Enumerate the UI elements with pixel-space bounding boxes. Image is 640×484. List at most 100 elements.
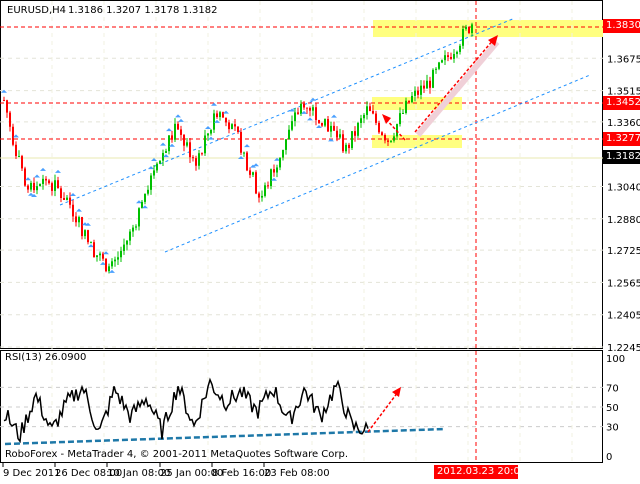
candles-series [1, 22, 473, 274]
fractal-marker-icon [208, 136, 214, 140]
candle-body [207, 133, 209, 136]
candle-body [234, 124, 236, 127]
price-tag-text: 1.3277 [606, 133, 640, 144]
candle-body [450, 57, 452, 59]
candle-body [72, 204, 74, 217]
candle-body [177, 123, 179, 130]
candle-body [195, 158, 197, 166]
candle-body [42, 178, 44, 184]
rsi-label: RSI(13) 26.0900 [5, 352, 87, 363]
candle-body [357, 122, 359, 136]
fractal-marker-icon [1, 89, 7, 93]
candle-body [138, 208, 140, 227]
candle-body [453, 54, 455, 59]
candle-body [168, 135, 170, 152]
candle-body [3, 100, 5, 102]
candle-body [303, 103, 305, 108]
candle-body [297, 112, 299, 114]
candle-body [285, 139, 287, 150]
candle-body [9, 112, 11, 127]
candle-body [57, 180, 59, 189]
fractal-marker-icon [13, 134, 19, 138]
candle-body [45, 178, 47, 181]
candle-body [321, 122, 323, 126]
candle-body [54, 180, 56, 191]
fractal-marker-icon [25, 177, 31, 181]
candle-body [135, 226, 137, 228]
fractal-marker-icon [211, 102, 217, 106]
rsi-tick-label: 50 [606, 403, 619, 414]
candle-body [426, 80, 428, 89]
y-tick-label: 1.3675 [607, 54, 640, 65]
fractal-marker-icon [271, 177, 277, 181]
candle-body [81, 217, 83, 237]
x-tick-label: 25 Jan 00:00 [160, 468, 223, 479]
candle-body [408, 100, 410, 103]
candle-body [87, 230, 89, 243]
candle-body [99, 253, 101, 256]
candle-body [459, 45, 461, 52]
candle-body [174, 123, 176, 140]
candle-body [12, 126, 14, 145]
candle-body [162, 152, 164, 161]
candle-body [120, 250, 122, 258]
forecast-arrow-up [414, 38, 495, 133]
candle-body [411, 95, 413, 103]
candle-body [309, 107, 311, 111]
candle-body [354, 131, 356, 136]
price-tag-text: 1.3452 [606, 97, 640, 108]
candle-body [150, 175, 152, 190]
candle-body [48, 180, 50, 184]
y-tick-label: 1.2405 [607, 311, 640, 322]
fractal-marker-icon [55, 169, 61, 173]
candle-body [414, 90, 416, 96]
symbol-label: EURUSD,H4 [7, 5, 67, 16]
candle-body [153, 170, 155, 176]
candle-body [102, 253, 104, 259]
candle-body [24, 168, 26, 186]
fractal-marker-icon [40, 167, 46, 171]
candle-body [339, 134, 341, 138]
fractal-marker-icon [244, 144, 250, 148]
x-tick-label: 9 Dec 2011 [3, 468, 61, 479]
candle-body [159, 160, 161, 164]
fractal-marker-icon [205, 125, 211, 129]
rsi-tick-label: 100 [606, 354, 625, 365]
candle-body [186, 142, 188, 146]
fractal-marker-icon [307, 117, 313, 121]
y-tick-label: 1.3360 [607, 118, 640, 129]
x-tick-label: 23 Feb 08:00 [264, 468, 330, 479]
candle-body [387, 140, 389, 142]
candle-body [225, 117, 227, 123]
candle-body [336, 130, 338, 138]
fractal-marker-icon [103, 251, 109, 255]
fractal-marker-icon [151, 158, 157, 162]
fractal-marker-icon [148, 166, 154, 170]
candle-body [75, 216, 77, 223]
candle-body [315, 107, 317, 121]
x-tick-label: 8 Feb 16:00 [212, 468, 271, 479]
candle-body [51, 183, 53, 191]
fractal-marker-icon [310, 97, 316, 101]
candle-body [267, 185, 269, 187]
candle-body [126, 240, 128, 245]
candle-body [213, 113, 215, 130]
price-tag-current [603, 150, 640, 164]
candle-body [165, 151, 167, 153]
fractal-marker-icon [88, 244, 94, 248]
candle-body [192, 157, 194, 159]
candle-body [108, 266, 110, 272]
candle-body [114, 259, 116, 262]
candle-body [90, 242, 92, 244]
fractal-marker-icon [178, 118, 184, 122]
candle-body [27, 185, 29, 190]
fractal-marker-icon [214, 119, 220, 123]
candle-body [210, 129, 212, 134]
candle-body [345, 144, 347, 152]
y-tick-label: 1.2565 [607, 278, 640, 289]
candle-body [462, 28, 464, 46]
arrow-head-icon [392, 387, 401, 397]
candle-body [255, 172, 257, 194]
candle-body [240, 131, 242, 153]
